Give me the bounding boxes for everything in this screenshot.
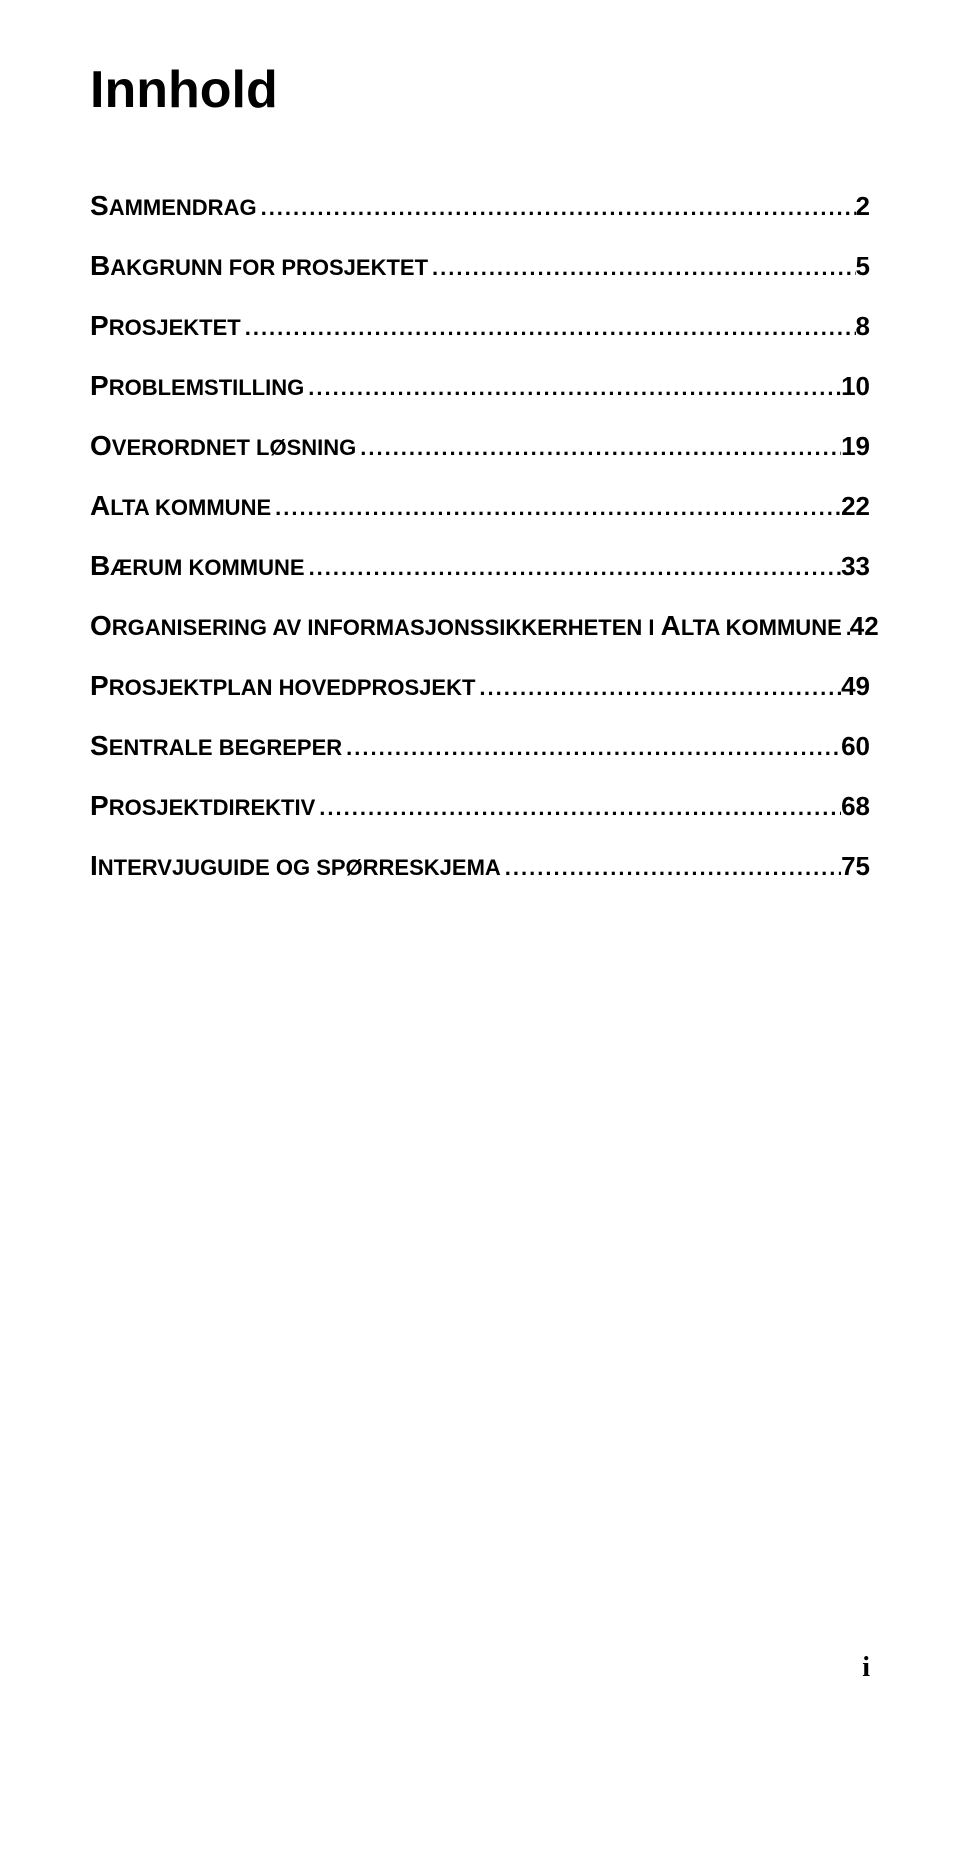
toc-entry: OVERORDNET LØSNING 19 (90, 430, 870, 462)
toc-entry: ORGANISERING AV INFORMASJONSSIKKERHETEN … (90, 610, 870, 642)
toc-entry: SAMMENDRAG 2 (90, 190, 870, 222)
toc-entry: BÆRUM KOMMUNE 33 (90, 550, 870, 582)
page-number-footer: i (862, 1652, 870, 1684)
toc-page: 68 (841, 791, 870, 822)
toc-entry: PROSJEKTDIREKTIV 68 (90, 790, 870, 822)
toc-leader (356, 435, 841, 461)
toc-leader (304, 375, 841, 401)
toc-label: SENTRALE BEGREPER (90, 730, 342, 762)
toc-entry: BAKGRUNN FOR PROSJEKTET 5 (90, 250, 870, 282)
toc-leader (342, 735, 841, 761)
toc-leader (842, 615, 850, 641)
toc-label: SAMMENDRAG (90, 190, 257, 222)
toc-label: INTERVJUGUIDE OG SPØRRESKJEMA (90, 850, 501, 882)
toc-entry: ALTA KOMMUNE 22 (90, 490, 870, 522)
toc-label: ORGANISERING AV INFORMASJONSSIKKERHETEN … (90, 610, 842, 642)
toc-leader (501, 855, 841, 881)
toc-label: ALTA KOMMUNE (90, 490, 271, 522)
toc-page: 2 (856, 191, 870, 222)
toc-entry: PROBLEMSTILLING 10 (90, 370, 870, 402)
toc-entry: SENTRALE BEGREPER 60 (90, 730, 870, 762)
toc-page: 22 (841, 491, 870, 522)
toc-label: BÆRUM KOMMUNE (90, 550, 305, 582)
toc-leader (271, 495, 841, 521)
toc-leader (257, 195, 856, 221)
toc-label: PROSJEKTET (90, 310, 241, 342)
toc-page: 60 (841, 731, 870, 762)
toc-label: BAKGRUNN FOR PROSJEKTET (90, 250, 428, 282)
toc-leader (428, 255, 856, 281)
toc-entry: PROSJEKTPLAN HOVEDPROSJEKT 49 (90, 670, 870, 702)
toc-page: 33 (841, 551, 870, 582)
toc-page: 49 (841, 671, 870, 702)
toc-page: 19 (841, 431, 870, 462)
toc-leader (315, 795, 841, 821)
toc-label: PROSJEKTDIREKTIV (90, 790, 315, 822)
toc-label: OVERORDNET LØSNING (90, 430, 356, 462)
toc-page: 5 (856, 251, 870, 282)
toc-entry: PROSJEKTET 8 (90, 310, 870, 342)
toc-entry: INTERVJUGUIDE OG SPØRRESKJEMA 75 (90, 850, 870, 882)
toc-leader (241, 315, 856, 341)
page-title: Innhold (90, 60, 870, 120)
toc-page: 8 (856, 311, 870, 342)
toc-label: PROBLEMSTILLING (90, 370, 304, 402)
toc-leader (475, 675, 841, 701)
toc-list: SAMMENDRAG 2 BAKGRUNN FOR PROSJEKTET 5 P… (90, 190, 870, 882)
toc-page: 75 (841, 851, 870, 882)
toc-page: 42 (850, 611, 879, 642)
toc-page: 10 (841, 371, 870, 402)
toc-leader (305, 555, 842, 581)
toc-label: PROSJEKTPLAN HOVEDPROSJEKT (90, 670, 475, 702)
